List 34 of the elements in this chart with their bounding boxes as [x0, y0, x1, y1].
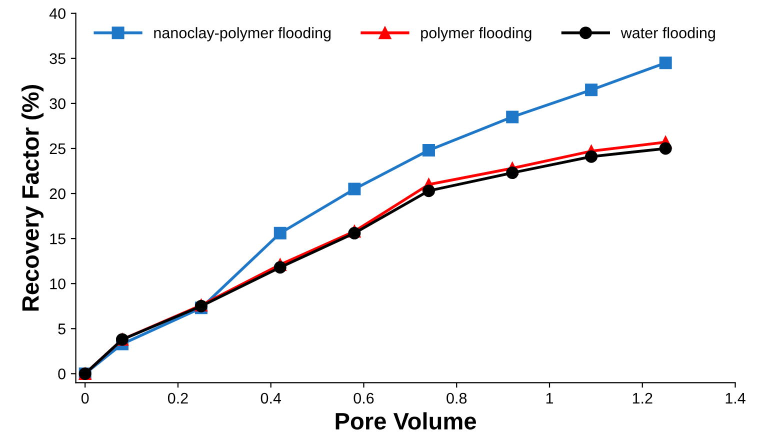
point: [274, 261, 286, 274]
x-tick-label: 0: [81, 392, 89, 404]
legend-label: water flooding: [620, 27, 715, 42]
point: [659, 142, 672, 155]
y-axis-title: Recovery Factor (%): [22, 85, 44, 311]
point: [506, 110, 519, 124]
point: [422, 144, 435, 157]
y-tick-label: 0: [58, 368, 66, 380]
y-tick-label: 20: [50, 188, 66, 200]
x-axis-title: Pore Volume: [336, 412, 476, 430]
point: [585, 150, 598, 163]
point: [506, 166, 519, 180]
y-tick-label: 30: [50, 98, 66, 110]
x-tick-label: 0.2: [168, 392, 188, 404]
point: [274, 226, 286, 240]
y-tick-label: 25: [50, 143, 66, 154]
point: [659, 56, 672, 70]
y-tick-label: 15: [50, 234, 66, 244]
x-tick-label: 0.6: [354, 392, 374, 404]
point: [348, 182, 361, 196]
x-tick-label: 1: [546, 392, 553, 404]
x-tick-label: 1.2: [632, 392, 652, 404]
legend-label: nanoclay-polymer flooding: [154, 27, 331, 42]
y-tick-label: 5: [58, 324, 66, 334]
x-tick-label: 0.4: [260, 392, 282, 404]
x-tick-label: 0.8: [446, 392, 467, 404]
x-tick-label: 1.4: [726, 392, 746, 404]
y-tick-label: 10: [50, 278, 66, 290]
legend-label: polymer flooding: [421, 27, 532, 42]
point: [422, 184, 435, 198]
y-tick-label: 35: [50, 53, 66, 64]
y-tick-label: 40: [49, 8, 66, 20]
point: [348, 226, 361, 240]
point: [585, 84, 598, 96]
